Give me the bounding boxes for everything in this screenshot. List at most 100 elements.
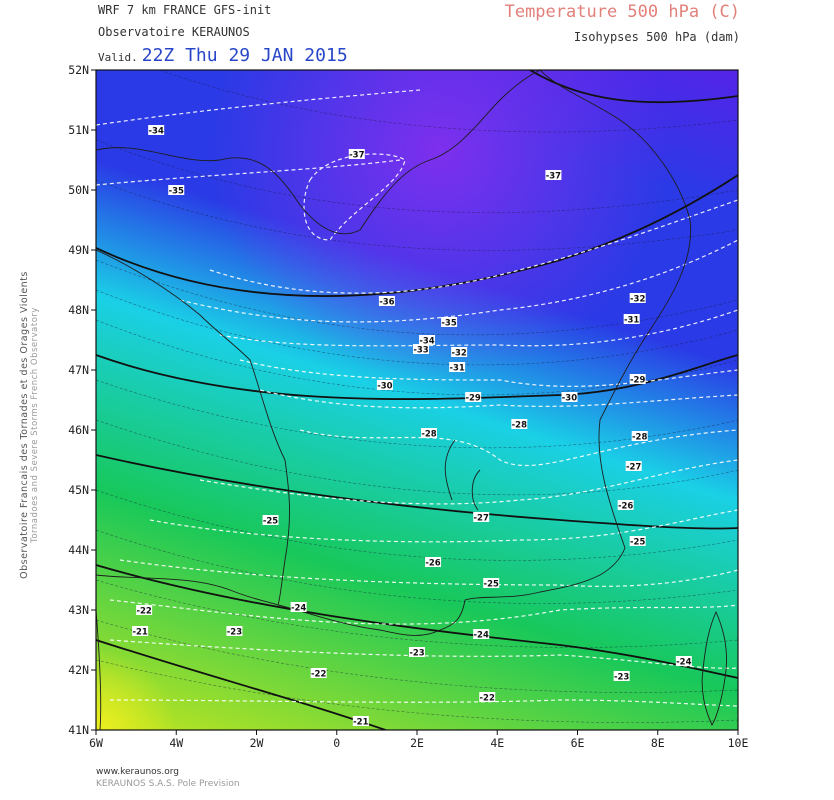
lon-tick-label: 2E — [410, 736, 424, 750]
isotherm-label-bg — [132, 626, 149, 636]
isotherm-label-text: -24 — [474, 631, 489, 641]
website-link[interactable]: www.keraunos.org — [96, 767, 179, 777]
isotherm-label: -22 — [479, 692, 496, 704]
isotherm-label-text: -25 — [630, 538, 645, 548]
isotherm-label: -23 — [613, 671, 630, 683]
isotherm-label-text: -22 — [311, 670, 326, 680]
isotherm-label-text: -34 — [149, 127, 164, 137]
isotherm-label-bg — [148, 125, 165, 135]
lon-tick-label: 8E — [651, 736, 665, 750]
isotherm-label-bg — [449, 362, 466, 372]
lat-tick-label: 49N — [68, 243, 89, 257]
isotherm-label-bg — [675, 656, 692, 666]
isotherm-label-bg — [378, 296, 395, 306]
isotherm-label: -24 — [290, 602, 307, 614]
isotherm-label-text: -24 — [291, 604, 306, 614]
lat-tick-label: 48N — [68, 303, 89, 317]
isotherm-label-text: -34 — [419, 337, 434, 347]
isotherm-label-text: -30 — [377, 382, 392, 392]
isotherm-label-bg — [409, 647, 425, 657]
isotherm-label-text: -32 — [630, 295, 645, 305]
isotherm-label: -27 — [473, 512, 490, 524]
isotherm-label-text: -26 — [618, 502, 633, 512]
isotherm-label-text: -24 — [676, 658, 691, 668]
isotherm-label-text: -31 — [449, 364, 464, 374]
valid-time: 22Z Thu 29 JAN 2015 — [141, 45, 348, 66]
isotherm-label-bg — [290, 602, 307, 612]
isohypses-title: Isohypses 500 hPa (dam) — [573, 30, 740, 44]
isotherm-label: -33 — [413, 344, 430, 356]
isotherm-label-text: -25 — [263, 517, 278, 527]
lat-tick-label: 45N — [68, 483, 89, 497]
isotherm-label: -32 — [451, 347, 468, 359]
isotherm-label: -23 — [409, 647, 425, 659]
isotherm-lines — [96, 89, 738, 707]
lat-tick-label: 52N — [68, 63, 89, 77]
isotherm-label-text: -22 — [480, 694, 495, 704]
isotherm-label: -24 — [675, 656, 692, 668]
isotherm-label-bg — [352, 716, 369, 726]
latitude-axis: 52N 51N 50N 49N 48N 47N 46N 45N 44N 43N 42N 41N — [68, 63, 96, 737]
isohypse-lines-thin — [96, 70, 738, 723]
lon-tick-label: 6W — [89, 736, 103, 750]
isotherm-label-bg — [623, 314, 640, 324]
isotherm-label: -37 — [545, 170, 562, 182]
isotherm-label-bg — [419, 335, 436, 345]
isotherm-label-bg — [625, 461, 642, 471]
organization-name: Observatoire KERAUNOS — [98, 25, 250, 39]
isotherm-label-bg — [545, 170, 562, 180]
temperature-title: Temperature 500 hPa (C) — [504, 2, 740, 22]
isotherm-label-text: -28 — [632, 433, 647, 443]
isotherm-label: -31 — [623, 314, 640, 326]
isotherm-label-bg — [310, 668, 327, 678]
isotherm-label-text: -23 — [409, 649, 424, 659]
validity-line: Valid. 22Z Thu 29 JAN 2015 — [98, 45, 348, 66]
isotherm-label-text: -22 — [136, 607, 151, 617]
isotherm-label: -31 — [449, 362, 466, 374]
isotherm-label-bg — [631, 431, 648, 441]
isotherm-label-bg — [613, 671, 630, 681]
isotherm-label-bg — [413, 344, 430, 354]
isotherm-label-text: -33 — [413, 346, 428, 356]
isotherm-label-text: -36 — [379, 298, 394, 308]
isotherm-label-text: -29 — [465, 394, 480, 404]
isotherm-label-bg — [511, 419, 528, 429]
isotherm-label-text: -28 — [512, 421, 527, 431]
footer: www.keraunos.org KERAUNOS S.A.S. Pole Pr… — [96, 767, 240, 789]
isotherm-label: -28 — [421, 428, 438, 440]
isotherm-label-bg — [168, 185, 185, 195]
lon-tick-label: 0 — [333, 736, 340, 750]
isotherm-label: -26 — [425, 557, 442, 569]
isotherm-label-text: -37 — [349, 151, 364, 161]
isotherm-label-bg — [136, 605, 153, 615]
warm-corner — [96, 70, 738, 730]
lat-tick-label: 47N — [68, 363, 89, 377]
isotherm-label: -36 — [378, 296, 395, 308]
isotherm-label-text: -26 — [425, 559, 440, 569]
isotherm-label: -35 — [441, 317, 458, 329]
isotherm-label: -30 — [561, 392, 578, 404]
isotherm-label: -28 — [631, 431, 648, 443]
isotherm-label-bg — [465, 392, 482, 402]
isotherm-label: -25 — [483, 578, 500, 590]
longitude-axis: 6W 4W 2W 0 2E 4E 6E 8E 10E — [89, 730, 748, 750]
lon-tick-label: 6E — [571, 736, 585, 750]
isotherm-label: -25 — [629, 536, 646, 548]
isotherm-label-bg — [479, 692, 496, 702]
lat-tick-label: 51N — [68, 123, 89, 137]
isotherm-label: -35 — [168, 185, 185, 197]
isotherm-label-bg — [451, 347, 468, 357]
isotherm-label-bg — [473, 512, 490, 522]
isotherm-label-text: -27 — [626, 463, 641, 473]
isotherm-label-bg — [617, 500, 634, 510]
isotherm-label-bg — [473, 629, 490, 639]
isotherm-label: -21 — [352, 716, 369, 728]
isotherm-label-text: -27 — [474, 514, 489, 524]
isotherm-label-text: -30 — [562, 394, 577, 404]
isotherm-label: -34 — [148, 125, 165, 137]
lat-tick-label: 42N — [68, 663, 89, 677]
isotherm-label-text: -29 — [630, 376, 645, 386]
lon-tick-label: 4E — [490, 736, 504, 750]
isotherm-label: -34 — [419, 335, 436, 347]
lon-tick-label: 2W — [250, 736, 264, 750]
